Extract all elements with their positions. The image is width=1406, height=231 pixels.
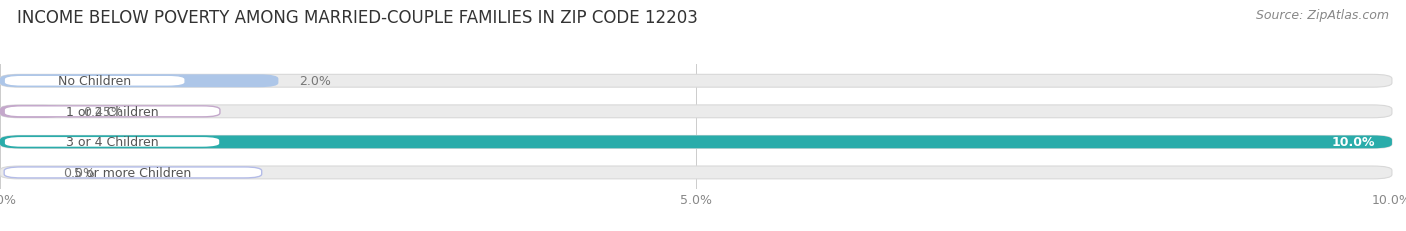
FancyBboxPatch shape — [0, 136, 1392, 149]
Text: 1 or 2 Children: 1 or 2 Children — [66, 105, 159, 118]
FancyBboxPatch shape — [0, 105, 63, 118]
Text: 2.0%: 2.0% — [299, 75, 332, 88]
FancyBboxPatch shape — [4, 167, 262, 178]
FancyBboxPatch shape — [4, 76, 186, 87]
Text: 3 or 4 Children: 3 or 4 Children — [66, 136, 159, 149]
Text: INCOME BELOW POVERTY AMONG MARRIED-COUPLE FAMILIES IN ZIP CODE 12203: INCOME BELOW POVERTY AMONG MARRIED-COUPL… — [17, 9, 697, 27]
FancyBboxPatch shape — [4, 137, 219, 148]
Text: 0.0%: 0.0% — [63, 166, 94, 179]
Text: 5 or more Children: 5 or more Children — [75, 166, 191, 179]
FancyBboxPatch shape — [0, 166, 1392, 179]
FancyBboxPatch shape — [0, 136, 1392, 149]
Text: Source: ZipAtlas.com: Source: ZipAtlas.com — [1256, 9, 1389, 22]
FancyBboxPatch shape — [0, 75, 278, 88]
Text: No Children: No Children — [58, 75, 131, 88]
Text: 0.45%: 0.45% — [83, 105, 124, 118]
FancyBboxPatch shape — [4, 106, 219, 117]
FancyBboxPatch shape — [0, 105, 1392, 118]
FancyBboxPatch shape — [0, 75, 1392, 88]
Text: 10.0%: 10.0% — [1331, 136, 1375, 149]
